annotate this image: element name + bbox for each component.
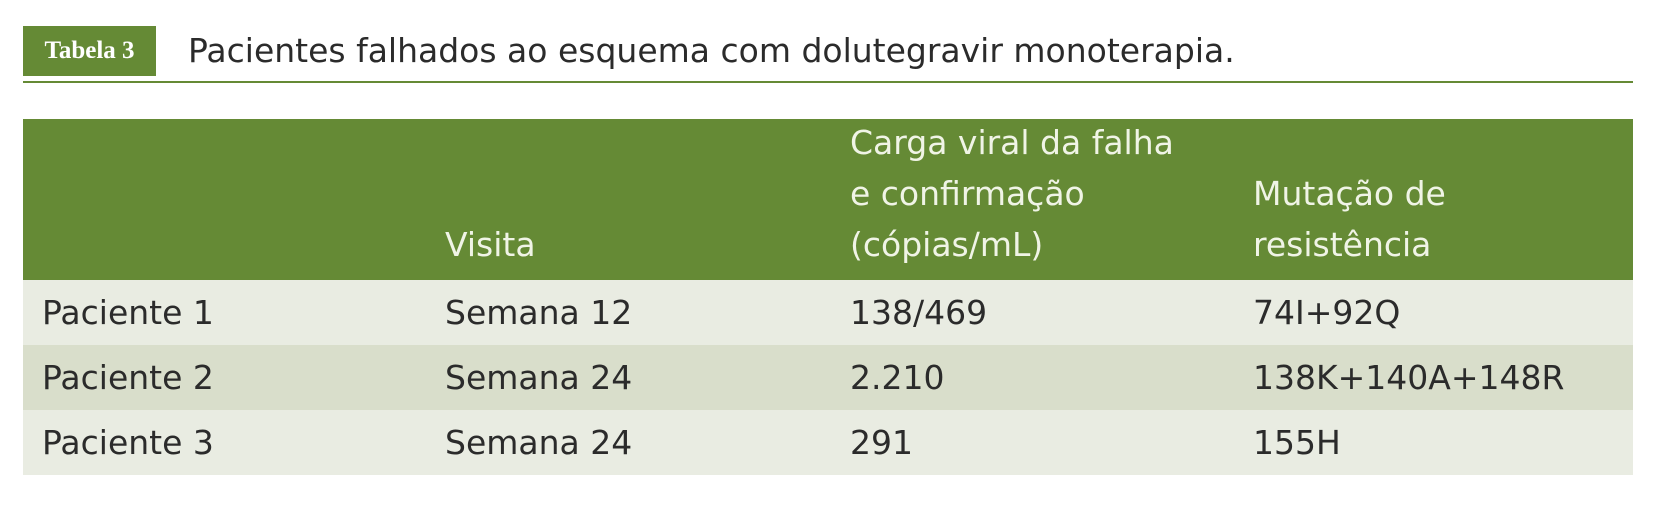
table-cell: 2.210 xyxy=(850,358,945,397)
header-cell: Visita xyxy=(445,219,536,270)
table-cell: Paciente 3 xyxy=(42,423,214,462)
header-line: resistência xyxy=(1253,225,1432,264)
table-cell: Paciente 2 xyxy=(42,358,214,397)
table-cell: Paciente 1 xyxy=(42,293,214,332)
header-row: Visita Carga viral da falha e confirmação (… xyxy=(23,119,1633,280)
table-cell: 155H xyxy=(1253,423,1341,462)
table-row: Paciente 1 Semana 12 138/469 74I+92Q xyxy=(23,280,1633,345)
header-line: Carga viral da falha xyxy=(850,123,1174,162)
header-cell: Carga viral da falha e confirmação (cópias… xyxy=(850,117,1174,270)
table-row: Paciente 2 Semana 24 2.210 138K+140A+148R xyxy=(23,345,1633,410)
header-line: e confirmação xyxy=(850,174,1085,213)
table-cell: 138/469 xyxy=(850,293,988,332)
table-title: Pacientes falhados ao esquema com dolute… xyxy=(188,31,1235,70)
header-line: Mutação de xyxy=(1253,174,1446,213)
table-row: Paciente 3 Semana 24 291 155H xyxy=(23,410,1633,475)
title-rule xyxy=(23,81,1633,83)
table-cell: 291 xyxy=(850,423,913,462)
table-cell: Semana 12 xyxy=(445,293,633,332)
table-cell: 74I+92Q xyxy=(1253,293,1401,332)
header-cell: Mutação de resistência xyxy=(1253,168,1446,270)
table-cell: Semana 24 xyxy=(445,358,633,397)
table-cell: 138K+140A+148R xyxy=(1253,358,1565,397)
table-label: Tabela 3 xyxy=(23,26,156,76)
header-line: (cópias/mL) xyxy=(850,225,1044,264)
table: Visita Carga viral da falha e confirmação (… xyxy=(23,119,1633,475)
header-line: Visita xyxy=(445,225,536,264)
table-cell: Semana 24 xyxy=(445,423,633,462)
